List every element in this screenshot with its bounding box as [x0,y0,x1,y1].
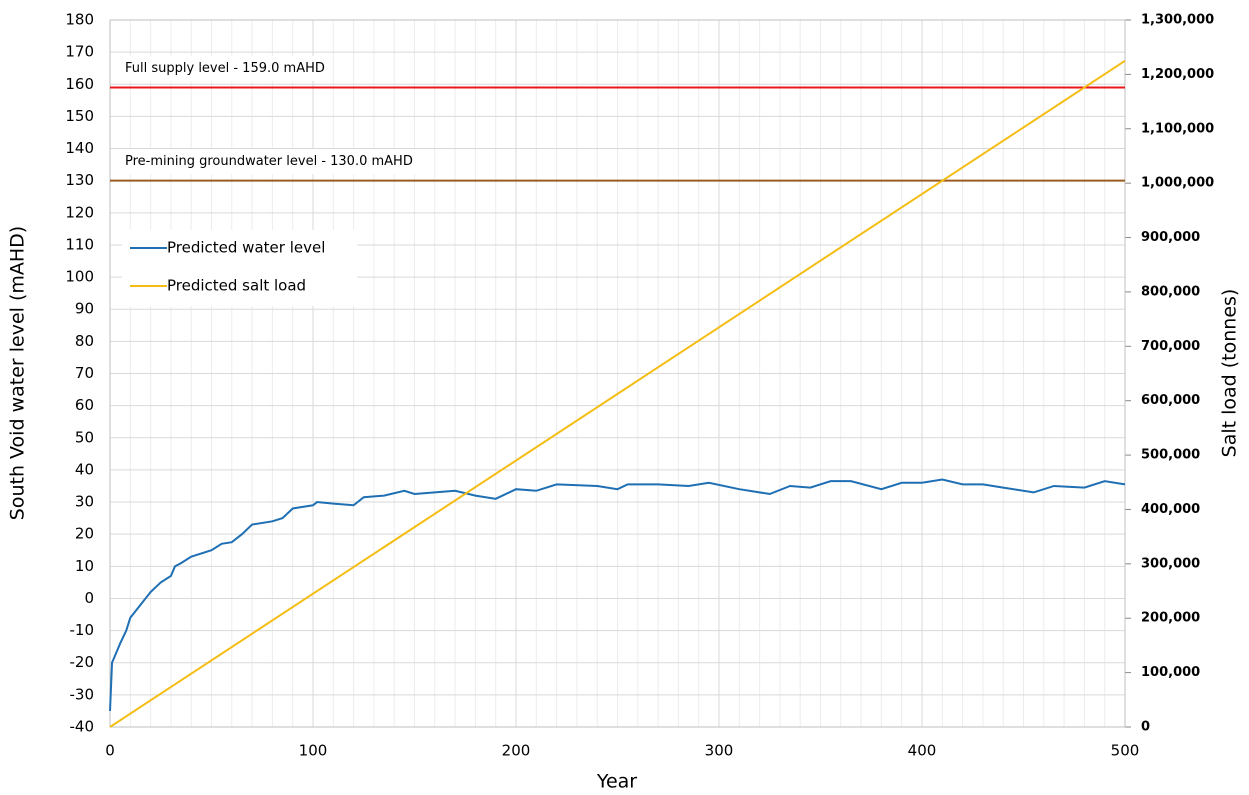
y-tick-label: -40 [70,718,95,736]
y-tick-label: 130 [65,171,94,189]
y2-tick-label: 500,000 [1141,448,1200,463]
y-tick-label: 40 [75,460,94,478]
y2-tick-label: 200,000 [1141,611,1200,626]
label-background [119,149,419,175]
y-tick-label: 160 [65,75,94,93]
label-background [119,55,331,81]
y-tick-label: 80 [75,332,94,350]
y2-tick-label: 1,100,000 [1141,121,1214,136]
y2-tick-label: 0 [1141,720,1150,735]
y-tick-label: 60 [75,396,94,414]
series-line [109,478,1126,711]
y2-tick-label: 400,000 [1141,502,1200,517]
y-tick-label: 20 [75,525,94,543]
x-tick-label: 400 [908,742,937,760]
y2-tick-label: 700,000 [1141,339,1200,354]
y-tick-label: 30 [75,493,94,511]
y-tick-label: 10 [75,557,94,575]
y-tick-label: -20 [70,653,95,671]
plot-border [109,19,1126,728]
y-tick-label: 90 [75,300,94,318]
x-tick-label: 200 [502,742,531,760]
y-tick-label: -30 [70,685,95,703]
y-axis-label: South Void water level (mAHD) [7,226,29,520]
y-tick-label: 170 [65,43,94,61]
y-tick-label: 140 [65,139,94,157]
y-tick-label: 150 [65,107,94,125]
legend-label: Predicted water level [167,239,325,257]
y-tick-label: -10 [70,621,95,639]
y2-tick-label: 600,000 [1141,393,1200,408]
y2-tick-label: 300,000 [1141,556,1200,571]
y2-tick-label: 1,300,000 [1141,13,1214,28]
x-tick-label: 100 [299,742,328,760]
y-tick-label: 0 [84,589,94,607]
x-tick-label: 300 [705,742,734,760]
y2-tick-label: 1,000,000 [1141,176,1214,191]
x-tick-label: 500 [1111,742,1140,760]
y2-tick-label: 100,000 [1141,665,1200,680]
y-tick-label: 120 [65,203,94,221]
y-tick-label: 70 [75,364,94,382]
y2-tick-label: 800,000 [1141,284,1200,299]
x-axis-label: Year [596,771,637,793]
legend-background [122,230,357,306]
series-line [109,59,1126,728]
y-tick-label: 50 [75,428,94,446]
y2-tick-label: 900,000 [1141,230,1200,245]
y-tick-label: 180 [65,11,94,29]
reference-label: Pre-mining groundwater level - 130.0 mAH… [125,154,413,169]
x-tick-label: 0 [105,742,115,760]
y2-axis-label: Salt load (tonnes) [1219,289,1241,458]
reference-label: Full supply level - 159.0 mAHD [125,61,325,76]
legend-label: Predicted salt load [167,277,306,295]
y-tick-label: 100 [65,268,94,286]
y2-tick-label: 1,200,000 [1141,67,1214,82]
y-tick-label: 110 [65,235,94,253]
